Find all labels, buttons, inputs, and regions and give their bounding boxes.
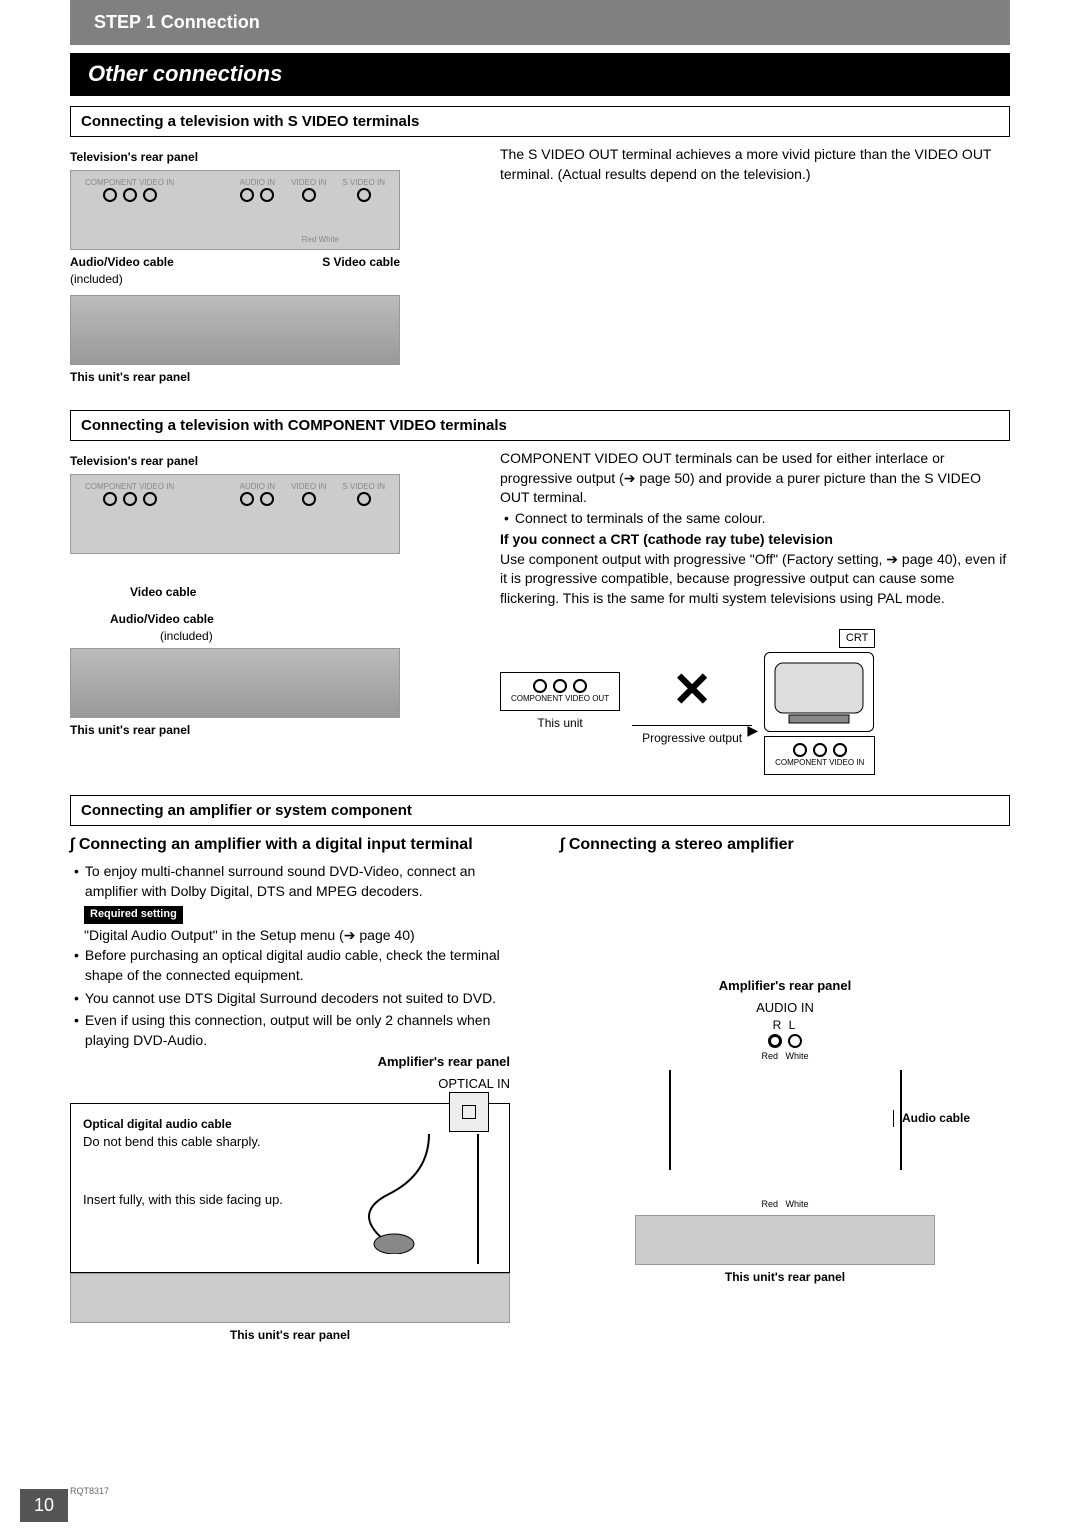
title-text: Other connections [88,61,282,86]
unit-rear-panel-diagram-2 [70,648,400,718]
component-diagram-col: Television's rear panel COMPONENT VIDEO … [70,449,470,775]
audio-in-label: AUDIO IN [560,999,1010,1017]
stereo-amp-title: ∫ Connecting a stereo amplifier [560,834,1010,856]
tv-panel-label: Television's rear panel [70,149,470,166]
optical-in-label: OPTICAL IN [70,1075,510,1093]
digital-amp-title: ∫ Connecting an amplifier with a digital… [70,834,530,856]
page-number: 10 [20,1489,68,1522]
section3-heading: Connecting an amplifier or system compon… [70,795,1010,826]
amp-panel-label-left: Amplifier's rear panel [70,1053,510,1071]
component-bullet1: Connect to terminals of the same colour. [515,508,766,528]
optical-connection-diagram: Optical digital audio cable Do not bend … [70,1103,510,1273]
r-l-label: R L [560,1017,1010,1034]
unit-panel-label-4: This unit's rear panel [560,1269,1010,1286]
section2-heading: Connecting a television with COMPONENT V… [70,410,1010,441]
crt-body: Use component output with progressive "O… [500,550,1010,609]
unit-panel-label: This unit's rear panel [70,369,470,386]
video-cable-label: Video cable [130,584,400,601]
optical-cable-label: Optical digital audio cable [83,1116,497,1133]
incompatible-x-icon: ✕ [632,657,752,724]
digital-bullet4: Even if using this connection, output wi… [85,1010,530,1051]
unit-panel-label-3: This unit's rear panel [70,1327,510,1344]
av-cable-label: Audio/Video cable [70,255,174,269]
av-cable-label-2: Audio/Video cable [110,611,400,628]
digital-bullet3: You cannot use DTS Digital Surround deco… [85,988,496,1008]
unit-panel-label-2: This unit's rear panel [70,722,470,739]
tv-rear-panel-diagram-2: COMPONENT VIDEO IN AUDIO IN VIDEO IN S V… [70,474,400,554]
crt-compatibility-diagram: COMPONENT VIDEO OUT This unit ✕ ▶ Progre… [500,629,1010,776]
section1-heading: Connecting a television with S VIDEO ter… [70,106,1010,137]
crt-tv-icon [764,652,874,732]
tv-panel-label-2: Television's rear panel [70,453,470,470]
required-setting-badge: Required setting [84,906,183,923]
svideo-diagram-col: Television's rear panel COMPONENT VIDEO … [70,145,470,390]
red-label: Red [761,1051,778,1061]
included-label: (included) [70,272,123,286]
stereo-amp-column: ∫ Connecting a stereo amplifier Amplifie… [560,834,1010,1348]
ref-code: RQT8317 [70,1485,109,1498]
svideo-cable-label: S Video cable [322,255,400,269]
setting-text: "Digital Audio Output" in the Setup menu… [84,926,530,946]
amp-panel-label-right: Amplifier's rear panel [560,977,1010,995]
unit-rear-panel-diagram [70,295,400,365]
title-banner: Other connections [70,53,1010,96]
digital-bullet1: To enjoy multi-channel surround sound DV… [85,861,530,902]
step-text: STEP 1 Connection [94,12,260,32]
step-banner: STEP 1 Connection [70,0,1010,45]
audio-cable-label: Audio cable [893,1110,970,1127]
crt-label: CRT [839,629,875,648]
unit-rear-panel-diagram-3 [70,1273,510,1323]
unit-rear-panel-diagram-4 [635,1215,935,1265]
included-label-2: (included) [160,628,400,645]
crt-heading: If you connect a CRT (cathode ray tube) … [500,530,1010,550]
svideo-body: The S VIDEO OUT terminal achieves a more… [500,145,1010,184]
tv-rear-panel-diagram: COMPONENT VIDEO IN AUDIO IN VIDEO IN S V… [70,170,400,250]
digital-amp-column: ∫ Connecting an amplifier with a digital… [70,834,530,1348]
progressive-label: Progressive output [632,730,752,747]
component-body1: COMPONENT VIDEO OUT terminals can be use… [500,449,1010,508]
white-label: White [786,1051,809,1061]
this-unit-label: This unit [500,715,620,732]
digital-bullet2: Before purchasing an optical digital aud… [85,945,530,986]
